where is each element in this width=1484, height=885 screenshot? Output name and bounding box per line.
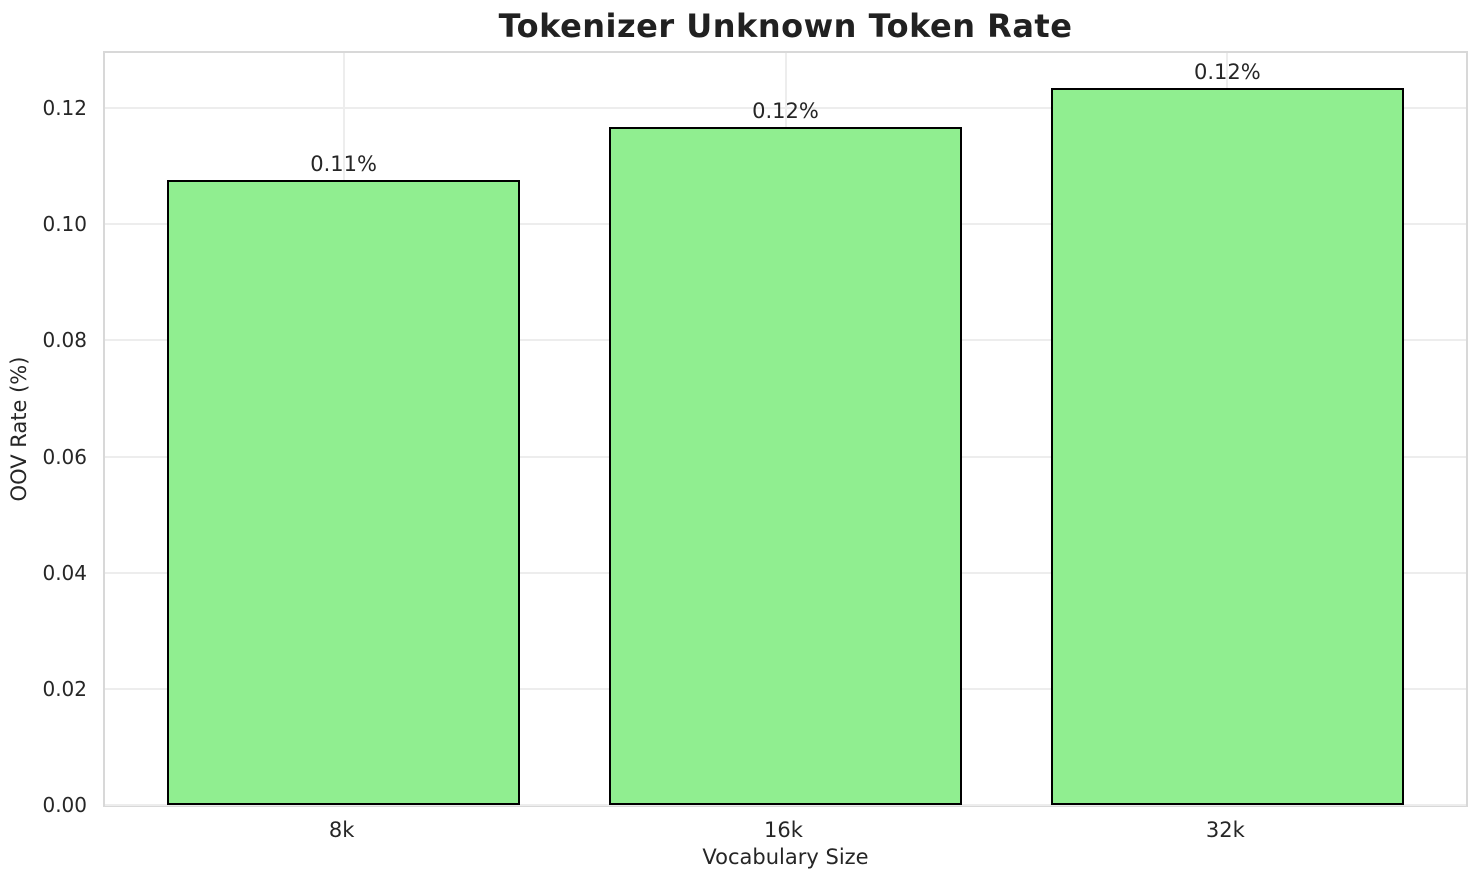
y-tick-label: 0.00 [42, 793, 87, 817]
horizontal-gridline [105, 804, 1466, 806]
bar-value-label: 0.12% [1194, 60, 1261, 85]
y-tick-label: 0.10 [42, 212, 87, 237]
bar-16k [608, 127, 963, 805]
bar-value-label: 0.11% [310, 151, 377, 176]
x-tick-label: 32k [1205, 818, 1245, 842]
bar-8k [166, 179, 521, 805]
y-tick-label: 0.02 [42, 676, 87, 701]
y-tick-label: 0.04 [42, 560, 87, 585]
x-tick-label: 16k [764, 818, 803, 842]
x-tick-label: 8k [328, 818, 355, 842]
bar-32k [1050, 88, 1405, 805]
x-axis-tick-labels: 8k 16k 32k [103, 817, 1468, 843]
y-tick-label: 0.08 [42, 328, 87, 353]
x-axis-label: Vocabulary Size [702, 845, 869, 869]
bar-value-label: 0.12% [752, 99, 819, 124]
y-tick-label: 0.12 [42, 96, 87, 121]
y-tick-label: 0.06 [42, 444, 87, 469]
plot-area: 0.11% 0.12% 0.12% [103, 51, 1468, 807]
plot-layer: 0.11% 0.12% 0.12% [105, 53, 1466, 806]
chart-title: Tokenizer Unknown Token Rate [498, 7, 1073, 45]
y-axis-tick-labels: 0.00 0.02 0.04 0.06 0.08 0.10 0.12 [0, 51, 87, 817]
